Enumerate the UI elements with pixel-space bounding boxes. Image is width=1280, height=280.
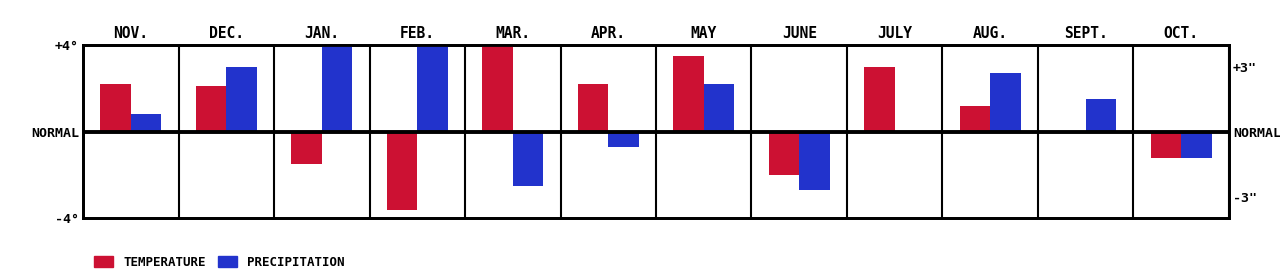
Bar [387, 132, 417, 210]
Bar [673, 56, 704, 132]
Bar [769, 132, 799, 175]
Bar [1085, 99, 1116, 132]
Bar [608, 132, 639, 147]
Bar [292, 132, 321, 164]
Legend: TEMPERATURE, PRECIPITATION: TEMPERATURE, PRECIPITATION [90, 251, 349, 274]
Bar [1181, 132, 1212, 158]
Bar [1151, 132, 1181, 158]
Bar [100, 84, 131, 132]
Bar [131, 114, 161, 132]
Bar [991, 73, 1020, 132]
Bar [196, 86, 227, 132]
Bar [321, 45, 352, 132]
Bar [417, 45, 448, 132]
Bar [704, 84, 735, 132]
Bar [799, 132, 829, 190]
Bar [227, 67, 257, 132]
Bar [483, 45, 513, 132]
Bar [864, 67, 895, 132]
Bar [577, 84, 608, 132]
Bar [513, 132, 543, 186]
Bar [960, 106, 991, 132]
